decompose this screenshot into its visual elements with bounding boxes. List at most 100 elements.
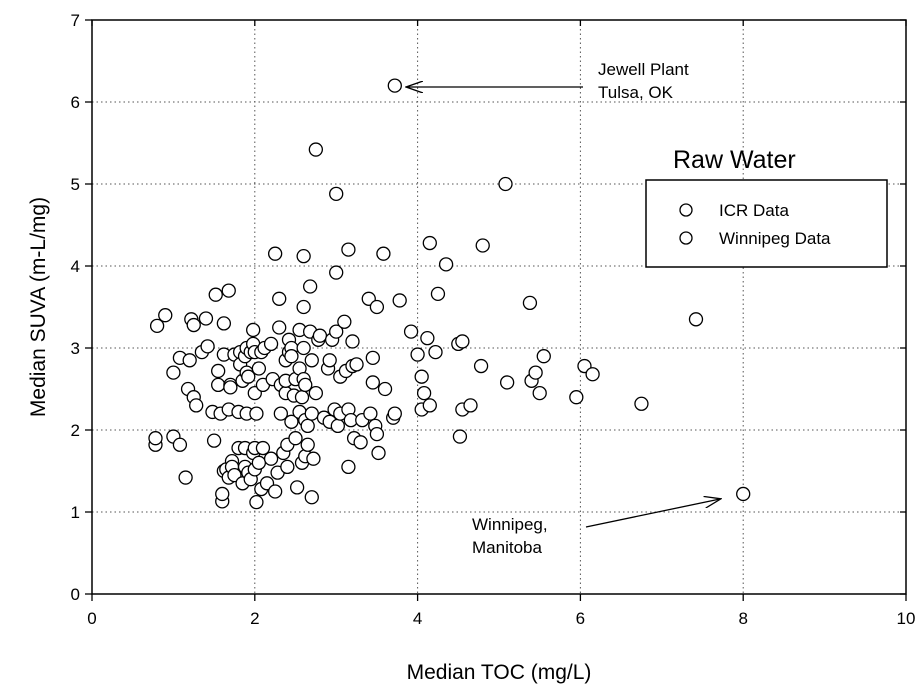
annotation-winnipeg: Winnipeg, Manitoba	[472, 499, 720, 557]
data-point-icr-data	[475, 238, 490, 253]
data-point-icr-data	[251, 361, 267, 376]
data-point-icr-data	[263, 336, 279, 352]
data-point-icr-data	[267, 484, 283, 499]
data-point-icr-data	[455, 334, 470, 349]
x-tick-label: 4	[413, 609, 422, 628]
data-point-icr-data	[329, 265, 344, 280]
data-point-icr-data	[304, 490, 319, 505]
data-point-icr-data	[178, 470, 193, 485]
y-tick-label: 3	[71, 339, 80, 358]
data-point-icr-data	[288, 431, 303, 446]
data-point-icr-data	[365, 375, 380, 390]
data-point-icr-data	[298, 377, 313, 393]
data-point-icr-data	[452, 429, 468, 444]
data-point-icr-data	[251, 455, 267, 470]
data-point-icr-data	[438, 257, 454, 272]
data-point-icr-data	[403, 324, 419, 339]
data-point-icr-data	[463, 398, 478, 413]
data-point-icr-data	[585, 367, 600, 382]
data-point-icr-data	[206, 433, 222, 448]
data-point-icr-data	[182, 353, 197, 368]
data-point-icr-data	[410, 347, 425, 362]
data-point-icr-data	[329, 186, 344, 201]
data-point-icr-data	[306, 451, 321, 466]
data-point-icr-data	[387, 406, 402, 421]
data-point-icr-data	[284, 414, 299, 429]
annotation-winnipeg-line-2: Manitoba	[472, 538, 542, 557]
data-point-icr-data	[330, 418, 345, 434]
data-point-icr-data	[498, 176, 513, 192]
data-point-icr-data	[369, 299, 385, 315]
data-point-icr-data	[322, 353, 337, 368]
data-point-icr-data	[371, 445, 386, 461]
plot-area-frame	[91, 19, 907, 595]
x-tick-label: 6	[576, 609, 585, 628]
y-tick-label: 1	[71, 503, 80, 522]
data-point-icr-data	[273, 406, 288, 421]
legend-title: Raw Water	[673, 146, 796, 174]
x-tick-label: 10	[897, 609, 916, 628]
data-point-icr-data	[267, 246, 283, 261]
data-point-icr-data	[296, 340, 311, 356]
legend-box	[645, 179, 888, 268]
data-point-icr-data	[189, 398, 204, 413]
data-point-icr-data	[536, 349, 551, 364]
legend-label-winnipeg: Winnipeg Data	[719, 229, 831, 248]
y-axis-title: Median SUVA (m-L/mg)	[27, 197, 50, 417]
data-point-icr-data	[428, 344, 443, 360]
legend-marker-icr	[679, 203, 693, 217]
data-point-icr-data	[363, 406, 378, 421]
data-point-icr-data	[186, 317, 201, 333]
data-point-icr-data	[422, 398, 437, 413]
data-point-icr-data	[376, 246, 391, 261]
y-tick-label: 4	[71, 257, 80, 276]
grid-lines	[92, 20, 906, 594]
data-point-icr-data	[296, 299, 311, 315]
data-points	[148, 78, 751, 510]
data-point-icr-data	[341, 242, 356, 257]
annotation-jewell: Jewell Plant Tulsa, OK	[407, 60, 689, 102]
data-point-icr-data	[303, 279, 318, 294]
x-tick-label: 0	[87, 609, 96, 628]
annotation-jewell-line-2: Tulsa, OK	[598, 83, 674, 102]
data-point-icr-data	[414, 369, 429, 384]
legend: Raw Water ICR Data Winnipeg Data	[645, 146, 888, 268]
data-point-icr-data	[300, 437, 315, 452]
data-point-icr-data	[223, 380, 238, 395]
data-point-icr-data	[688, 312, 704, 327]
data-point-icr-data	[211, 377, 226, 393]
data-point-icr-data	[430, 286, 446, 302]
data-point-icr-data	[272, 291, 287, 306]
x-tick-labels: 0 2 4 6 8 10	[87, 609, 915, 628]
data-point-icr-data	[499, 375, 515, 390]
data-point-icr-data	[289, 480, 305, 495]
data-point-icr-data	[422, 235, 437, 251]
data-point-icr-data	[255, 440, 271, 456]
data-point-icr-data	[211, 363, 226, 379]
data-point-icr-data	[284, 349, 299, 364]
data-point-icr-data	[249, 406, 264, 421]
legend-label-icr: ICR Data	[719, 201, 789, 220]
data-point-icr-data	[387, 78, 402, 93]
y-tick-label: 7	[71, 11, 80, 30]
data-point-icr-data	[392, 293, 407, 308]
data-point-icr-data	[569, 390, 584, 405]
data-point-icr-data	[280, 459, 295, 475]
data-point-icr-data	[634, 396, 649, 411]
data-point-icr-data	[200, 339, 215, 354]
y-tick-label: 0	[71, 585, 80, 604]
y-tick-labels: 0 1 2 3 4 5 6 7	[71, 11, 80, 604]
axis-ticks	[85, 19, 907, 601]
data-point-winnipeg-data	[736, 486, 751, 502]
data-point-icr-data	[249, 495, 264, 510]
data-point-icr-data	[308, 142, 324, 157]
annotation-winnipeg-line-1: Winnipeg,	[472, 515, 548, 534]
data-point-icr-data	[341, 459, 356, 475]
y-tick-label: 5	[71, 175, 80, 194]
data-point-icr-data	[198, 311, 214, 326]
data-point-icr-data	[216, 316, 232, 331]
data-point-icr-data	[528, 365, 543, 380]
data-point-icr-data	[308, 385, 324, 401]
data-point-icr-data	[149, 318, 165, 334]
data-point-icr-data	[221, 283, 236, 298]
